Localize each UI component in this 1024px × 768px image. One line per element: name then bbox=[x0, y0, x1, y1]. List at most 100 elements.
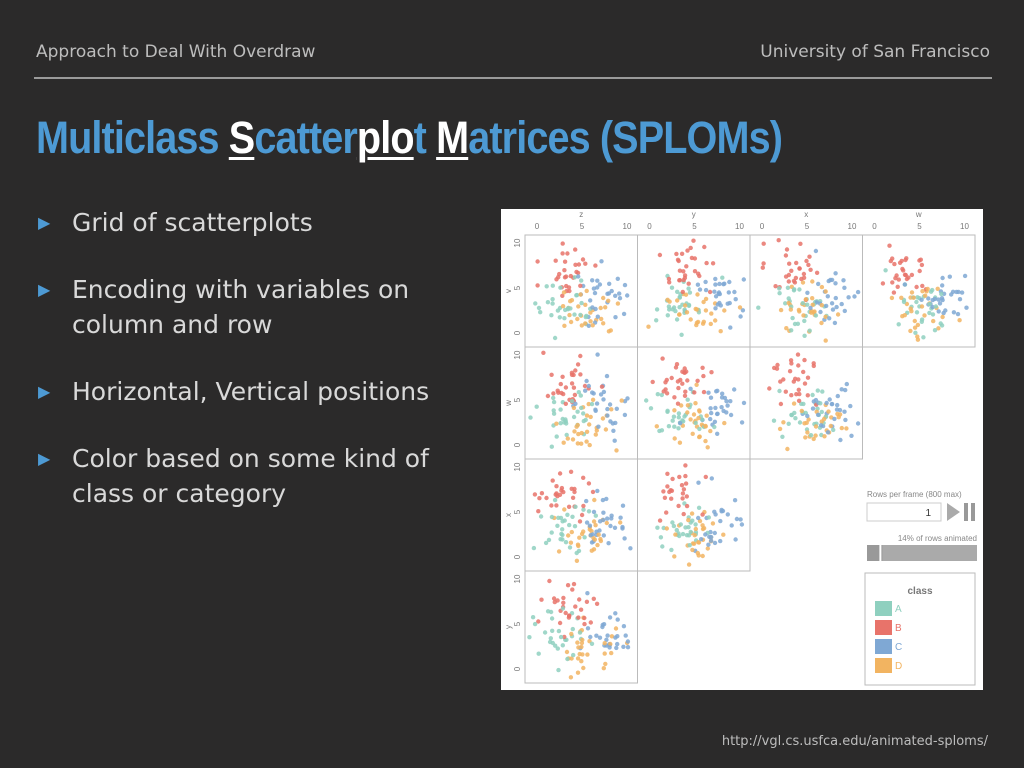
data-point bbox=[545, 300, 551, 305]
play-icon[interactable] bbox=[947, 503, 960, 521]
data-point bbox=[685, 410, 690, 415]
data-point bbox=[676, 411, 682, 416]
data-point bbox=[552, 335, 558, 341]
data-point bbox=[531, 545, 537, 551]
data-point bbox=[576, 304, 581, 309]
data-point bbox=[919, 319, 924, 324]
data-point bbox=[701, 299, 706, 305]
data-point bbox=[591, 596, 596, 601]
data-point bbox=[710, 521, 716, 526]
data-point bbox=[889, 295, 895, 301]
data-point bbox=[706, 542, 711, 547]
data-point bbox=[712, 530, 717, 536]
legend-label: D bbox=[895, 661, 902, 672]
rows-per-frame-input[interactable] bbox=[866, 502, 942, 522]
data-point bbox=[538, 310, 543, 315]
data-point bbox=[830, 307, 836, 312]
data-point bbox=[773, 284, 778, 289]
data-point bbox=[667, 299, 672, 304]
data-point bbox=[571, 405, 577, 411]
data-point bbox=[659, 428, 665, 433]
data-point bbox=[780, 434, 785, 439]
data-point bbox=[681, 277, 686, 283]
data-point bbox=[670, 476, 675, 482]
data-point bbox=[587, 442, 592, 448]
data-point bbox=[807, 254, 812, 259]
data-point bbox=[604, 496, 609, 502]
data-point bbox=[919, 297, 924, 302]
data-point bbox=[734, 516, 740, 522]
data-point bbox=[588, 298, 593, 303]
data-point bbox=[802, 381, 808, 386]
data-point bbox=[666, 276, 672, 282]
data-point bbox=[564, 649, 570, 655]
data-point bbox=[660, 544, 665, 549]
data-point bbox=[679, 483, 685, 488]
splom-cell bbox=[749, 346, 863, 460]
data-point bbox=[677, 295, 682, 300]
data-point bbox=[940, 297, 945, 303]
data-point bbox=[590, 397, 596, 402]
data-point bbox=[576, 390, 581, 395]
data-point bbox=[685, 403, 691, 408]
data-point bbox=[887, 243, 892, 248]
data-point bbox=[943, 308, 948, 313]
data-point bbox=[852, 294, 857, 299]
data-point bbox=[613, 420, 618, 426]
data-point bbox=[617, 291, 622, 296]
data-point bbox=[678, 421, 683, 426]
data-point bbox=[680, 369, 685, 374]
data-point bbox=[596, 424, 601, 429]
data-point bbox=[925, 286, 930, 292]
header-divider bbox=[34, 77, 992, 79]
data-point bbox=[933, 304, 939, 309]
data-point bbox=[590, 278, 595, 283]
data-point bbox=[550, 478, 555, 483]
data-point bbox=[588, 414, 593, 420]
data-point bbox=[615, 617, 620, 622]
data-point bbox=[679, 332, 684, 337]
data-point bbox=[625, 645, 631, 650]
data-point bbox=[572, 275, 577, 280]
data-point bbox=[558, 285, 563, 290]
data-point bbox=[793, 416, 798, 421]
data-point bbox=[551, 411, 557, 416]
data-point bbox=[794, 392, 799, 397]
data-point bbox=[568, 675, 574, 680]
data-point bbox=[582, 621, 587, 627]
data-point bbox=[605, 413, 610, 418]
data-point bbox=[594, 401, 600, 406]
data-point bbox=[579, 405, 584, 411]
data-point bbox=[927, 302, 932, 307]
data-point bbox=[802, 421, 807, 426]
data-point bbox=[701, 389, 707, 395]
data-point bbox=[685, 248, 690, 253]
data-point bbox=[708, 428, 713, 434]
data-point bbox=[883, 268, 888, 273]
data-point bbox=[786, 296, 791, 301]
data-point bbox=[573, 368, 578, 373]
data-point bbox=[805, 302, 810, 307]
data-point bbox=[684, 503, 690, 509]
bullet-arrow-icon: ▶ bbox=[38, 213, 51, 232]
data-point bbox=[903, 272, 908, 278]
progress-label: 14% of rows animated bbox=[898, 534, 977, 543]
data-point bbox=[669, 547, 674, 553]
data-point bbox=[570, 626, 575, 632]
data-point bbox=[613, 293, 618, 298]
tick-label: 0 bbox=[513, 554, 522, 559]
data-point bbox=[561, 595, 566, 601]
data-point bbox=[818, 401, 823, 406]
data-point bbox=[714, 389, 719, 394]
data-point bbox=[846, 295, 851, 300]
pause-icon[interactable] bbox=[964, 503, 968, 521]
data-point bbox=[557, 315, 562, 320]
data-point bbox=[648, 406, 654, 411]
data-point bbox=[783, 301, 788, 306]
data-point bbox=[709, 476, 714, 481]
data-point bbox=[622, 282, 628, 288]
data-point bbox=[695, 550, 700, 556]
data-point bbox=[722, 420, 727, 426]
data-point bbox=[657, 252, 663, 258]
data-point bbox=[555, 523, 560, 528]
